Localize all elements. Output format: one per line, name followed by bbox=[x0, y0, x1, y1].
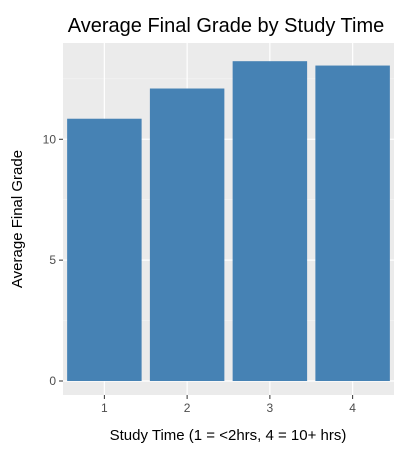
x-tick-label: 1 bbox=[101, 401, 108, 415]
bar-3 bbox=[232, 61, 308, 382]
bar-4 bbox=[315, 65, 390, 382]
y-tick-label: 10 bbox=[43, 132, 57, 146]
y-tick-label: 0 bbox=[49, 374, 56, 388]
chart-title: Average Final Grade by Study Time bbox=[68, 15, 384, 37]
bars bbox=[67, 61, 390, 382]
x-axis-title: Study Time (1 = <2hrs, 4 = 10+ hrs) bbox=[110, 427, 347, 444]
x-tick-label: 2 bbox=[184, 401, 191, 415]
bar-1 bbox=[67, 118, 142, 381]
y-axis-title: Average Final Grade bbox=[9, 150, 26, 288]
x-tick-label: 3 bbox=[267, 401, 274, 415]
x-axis: 1 2 3 4 bbox=[101, 395, 356, 415]
x-tick-label: 4 bbox=[349, 401, 356, 415]
y-tick-label: 5 bbox=[49, 253, 56, 267]
y-axis: 0 5 10 bbox=[43, 132, 63, 388]
bar-2 bbox=[149, 88, 225, 381]
